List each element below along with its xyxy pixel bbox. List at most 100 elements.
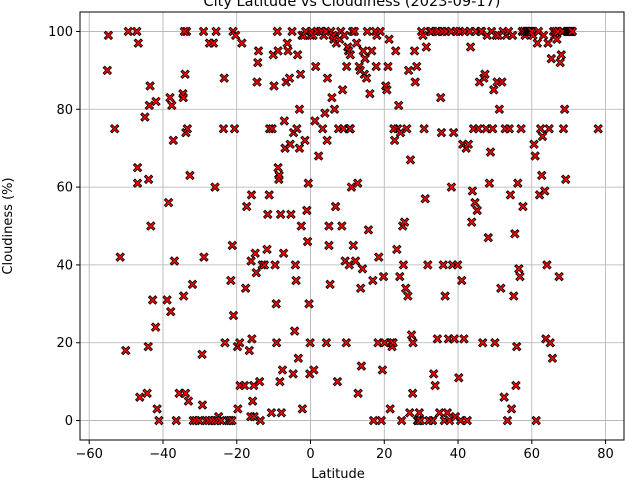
data-point	[229, 123, 240, 134]
data-point	[163, 197, 174, 208]
data-point	[320, 108, 330, 118]
data-point	[466, 217, 477, 227]
data-point	[187, 279, 198, 290]
data-point	[292, 123, 302, 134]
data-point	[309, 365, 319, 375]
data-point	[438, 260, 449, 270]
data-point	[239, 380, 250, 391]
data-point	[465, 42, 476, 52]
data-point	[120, 345, 131, 356]
data-point	[227, 415, 237, 426]
data-point	[277, 365, 288, 375]
data-point	[530, 151, 540, 161]
data-point	[502, 415, 513, 426]
data-point	[442, 407, 453, 418]
data-point	[394, 271, 405, 282]
data-point	[165, 306, 176, 317]
data-point	[183, 396, 194, 406]
data-point	[419, 123, 429, 134]
data-point	[276, 407, 287, 418]
data-point	[154, 415, 164, 426]
x-tick-label: 0	[306, 447, 314, 462]
data-point	[337, 221, 347, 231]
data-point	[145, 81, 155, 91]
data-point	[462, 415, 473, 426]
data-point	[529, 139, 539, 150]
data-point	[251, 267, 262, 278]
data-point	[133, 38, 144, 48]
data-point	[297, 404, 308, 414]
data-points	[102, 26, 603, 426]
data-point	[109, 123, 120, 134]
data-point	[329, 104, 340, 115]
data-point	[344, 260, 354, 270]
data-point	[295, 69, 306, 80]
data-point	[252, 77, 262, 87]
data-point	[514, 264, 524, 274]
data-point	[427, 415, 438, 426]
data-point	[483, 232, 494, 243]
data-point	[294, 143, 305, 153]
data-point	[167, 100, 177, 111]
data-point	[287, 26, 297, 37]
data-point	[361, 73, 372, 83]
data-point	[102, 65, 113, 76]
data-point	[165, 92, 175, 103]
data-point	[434, 407, 445, 418]
data-point	[259, 260, 270, 270]
data-point	[423, 260, 433, 270]
data-point	[286, 209, 296, 220]
data-point	[403, 65, 414, 76]
data-point	[511, 380, 521, 391]
data-point	[459, 334, 469, 344]
data-point	[515, 271, 525, 282]
data-point	[169, 256, 180, 266]
data-point	[132, 178, 143, 188]
data-point	[432, 334, 443, 344]
data-point	[470, 197, 480, 208]
data-point	[240, 283, 251, 294]
data-point	[547, 353, 558, 364]
data-point	[150, 322, 161, 332]
data-point	[485, 147, 496, 157]
data-point	[378, 271, 389, 282]
data-point	[300, 135, 310, 146]
data-point	[178, 92, 189, 103]
data-point	[346, 182, 357, 192]
data-point	[513, 178, 523, 188]
data-point	[272, 26, 283, 37]
data-point	[516, 123, 526, 134]
data-point	[544, 123, 554, 134]
data-point	[341, 337, 352, 348]
y-tick-label: 80	[56, 103, 73, 118]
data-point	[383, 61, 393, 72]
data-point	[271, 299, 281, 309]
data-point	[254, 376, 265, 387]
data-point	[275, 209, 286, 220]
data-point	[375, 26, 385, 37]
data-point	[497, 77, 507, 87]
data-point	[428, 369, 439, 379]
data-point	[324, 221, 334, 231]
data-point	[382, 85, 392, 95]
data-point	[199, 252, 209, 262]
data-point	[345, 123, 356, 134]
data-point	[350, 256, 361, 266]
data-point	[332, 376, 343, 387]
x-tick-label: 20	[376, 447, 393, 462]
data-point	[489, 85, 499, 95]
data-point	[399, 217, 410, 227]
data-point	[368, 275, 378, 286]
data-point	[262, 244, 272, 255]
data-point	[531, 415, 541, 426]
data-point	[197, 349, 207, 360]
data-point	[532, 38, 543, 48]
data-point	[393, 100, 404, 111]
data-point	[324, 240, 334, 251]
data-point	[162, 295, 172, 305]
data-point	[279, 116, 290, 126]
data-point	[366, 46, 377, 56]
data-point	[266, 407, 277, 418]
data-point	[398, 260, 409, 270]
data-point	[505, 190, 516, 200]
